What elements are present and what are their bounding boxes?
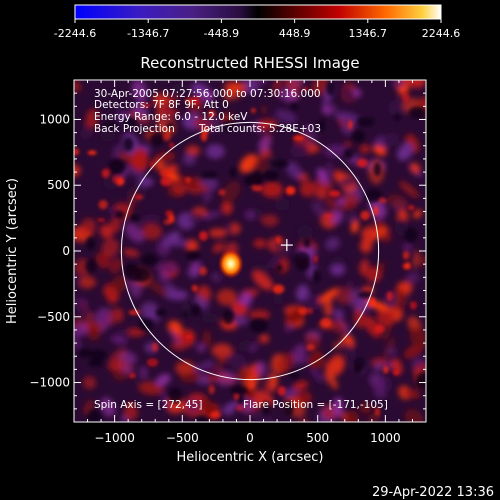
y-tick-label: −1000 <box>29 376 70 390</box>
solar-disk-limb <box>120 121 380 381</box>
x-tick-label: 500 <box>306 431 329 445</box>
annotation-detectors: Detectors: 7F 8F 9F, Att 0 <box>94 99 229 111</box>
x-tick-label: −500 <box>166 431 199 445</box>
y-axis-label: Heliocentric Y (arcsec) <box>5 178 20 324</box>
y-tick-label: 500 <box>47 178 70 192</box>
flare-source <box>217 248 244 279</box>
y-tick-label: 1000 <box>39 112 70 126</box>
x-axis-label: Heliocentric X (arcsec) <box>177 450 324 465</box>
colorbar <box>74 4 442 20</box>
axis-ticks <box>73 79 427 423</box>
y-tick-labels: −1000 −500 0 500 1000 <box>29 112 70 389</box>
annotation-time-range: 30-Apr-2005 07:27:56.000 to 07:30:16.000 <box>94 88 321 100</box>
colorbar-tick-label: -1346.7 <box>127 27 169 40</box>
x-tick-labels: −1000 −500 0 500 1000 <box>94 431 400 445</box>
annotation-method: Back Projection <box>94 123 175 135</box>
x-tick-label: −1000 <box>94 431 135 445</box>
y-tick-label: 0 <box>62 244 70 258</box>
colorbar-labels: -2244.6 -1346.7 -448.9 448.9 1346.7 2244.6 <box>54 27 460 40</box>
timestamp: 29-Apr-2022 13:36 <box>372 485 494 500</box>
annotation-spin-axis: Spin Axis = [272,45] <box>94 399 202 411</box>
y-tick-label: −500 <box>37 310 70 324</box>
heatmap-image <box>74 80 426 422</box>
cross-marker <box>280 239 293 252</box>
colorbar-tick-label: 448.9 <box>279 27 311 40</box>
colorbar-tick-label: -448.9 <box>204 27 239 40</box>
annotation-energy-range: Energy Range: 6.0 - 12.0 keV <box>94 111 248 123</box>
colorbar-tick-label: -2244.6 <box>54 27 96 40</box>
chart-title: Reconstructed RHESSI Image <box>140 54 359 72</box>
colorbar-tick-label: 1346.7 <box>349 27 388 40</box>
colorbar-ticks <box>74 19 442 23</box>
x-tick-label: 1000 <box>370 431 401 445</box>
x-tick-label: 0 <box>246 431 254 445</box>
annotation-flare-position: Flare Position = [-171,-105] <box>243 399 388 411</box>
colorbar-tick-label: 2244.6 <box>422 27 461 40</box>
annotation-total-counts: Total counts: 5.28E+03 <box>198 123 321 135</box>
